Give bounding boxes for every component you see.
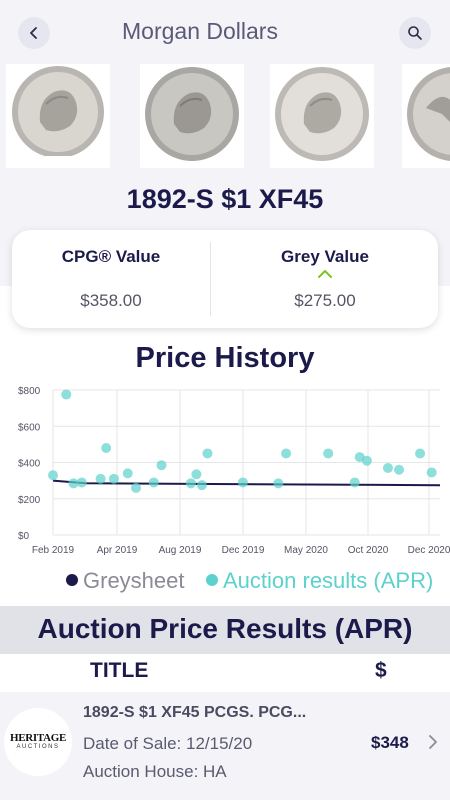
auction-point [101,443,112,453]
y-tick-label: $200 [18,495,41,506]
chevron-up-icon [318,270,332,278]
auction-point [196,480,207,491]
value-card: CPG® Value $358.00 Grey Value $275.00 [12,230,438,328]
search-icon [408,26,422,40]
auction-house: Auction House: HA [83,762,227,781]
legend-item-greysheet[interactable]: Greysheet [66,568,185,594]
morgan-dollar-obverse-icon [12,66,104,166]
morgan-dollar-reverse-icon [407,67,450,161]
x-tick-label: Feb 2019 [32,545,75,556]
cpg-value: CPG® Value $358.00 [12,230,210,328]
x-tick-label: Apr 2019 [97,545,138,556]
cpg-value-amount: $358.00 [80,291,142,310]
auction-point [185,478,196,489]
auction-section-header: Auction Price Results (APR) [0,606,450,654]
morgan-dollar-obverse-icon [145,67,239,161]
price-history-chart: $800 $600 $400 $200 $0 Feb 2019 Apr 2019 Aug 2… [18,386,450,556]
y-tick-label: $600 [18,422,41,433]
chart-x-axis: Feb 2019 Apr 2019 Aug 2019 Dec 2019 May 2020… [32,545,450,556]
auction-lot-title: 1892-S $1 XF45 PCGS. PCG... [83,704,307,721]
auction-point [382,462,393,473]
auction-point [122,468,133,479]
auction-point [148,477,159,488]
auction-point [281,448,292,459]
auction-point [191,469,202,480]
auction-point [349,477,360,488]
logo-main-text: HERITAGE [9,732,67,744]
auction-sale-date: Date of Sale: 12/15/20 [83,734,253,753]
page-title: Morgan Dollars [122,18,278,44]
column-title-header: TITLE [90,659,149,682]
x-tick-label: Dec 2020 [408,545,450,556]
x-tick-label: Oct 2020 [348,545,389,556]
chart-y-axis: $800 $600 $400 $200 $0 [18,386,41,542]
auction-point [95,473,106,484]
grey-value-label: Grey Value [281,247,369,266]
auction-table-header: TITLE $ [0,654,450,692]
cpg-value-label: CPG® Value [61,247,161,266]
chart-legend: Greysheet Auction results (APR) [0,568,450,596]
auction-point [108,473,119,484]
morgan-dollar-obverse-icon [275,67,369,161]
auction-result-row[interactable]: HERITAGE AUCTIONS 1892-S $1 XF45 PCGS. P… [0,693,450,800]
coin-image[interactable] [270,64,374,168]
chevron-right-icon [429,735,437,749]
legend-dot [206,574,218,587]
coin-image[interactable] [140,64,244,168]
auction-point [131,482,142,493]
auction-point [361,455,372,466]
legend-item-auction[interactable]: Auction results (APR) [206,568,433,594]
auction-price: $348 [371,733,409,752]
auction-point [68,478,79,489]
chart-grid [52,389,440,536]
auction-point [76,477,87,488]
value-divider [210,242,211,316]
y-tick-label: $0 [18,531,30,542]
y-tick-label: $800 [18,386,41,397]
auction-point [156,460,167,471]
auction-point [237,477,248,488]
price-history-panel [0,286,450,606]
search-button[interactable] [399,17,431,49]
legend-dot [66,574,78,587]
auction-point [273,478,284,489]
logo-sub-text: AUCTIONS [16,744,60,750]
coin-image[interactable] [402,64,450,168]
auction-point [426,467,437,478]
auction-point [323,448,334,459]
coin-image[interactable] [6,64,110,168]
x-tick-label: Aug 2019 [159,545,202,556]
column-price-header: $ [375,659,387,682]
grey-value-amount: $275.00 [294,291,356,310]
auction-point [61,389,72,400]
auction-point [394,464,405,475]
top-bar: Morgan Dollars [0,0,450,64]
legend-label: Greysheet [83,568,185,593]
coin-title: 1892-S $1 XF45 [126,184,324,214]
price-history-title: Price History [135,342,315,374]
auction-point [48,470,58,481]
coin-image-carousel[interactable] [0,64,450,170]
auction-point [202,448,213,459]
x-tick-label: May 2020 [284,545,328,556]
chevron-left-icon [30,27,37,39]
x-tick-label: Dec 2019 [222,545,265,556]
auction-section-title: Auction Price Results (APR) [37,613,413,644]
grey-value: Grey Value $275.00 [212,230,438,328]
heritage-auctions-logo: HERITAGE AUCTIONS [4,708,72,776]
back-button[interactable] [18,17,50,49]
legend-label: Auction results (APR) [223,568,434,593]
y-tick-label: $400 [18,459,41,470]
chart-series [48,389,441,493]
auction-point [415,448,426,459]
